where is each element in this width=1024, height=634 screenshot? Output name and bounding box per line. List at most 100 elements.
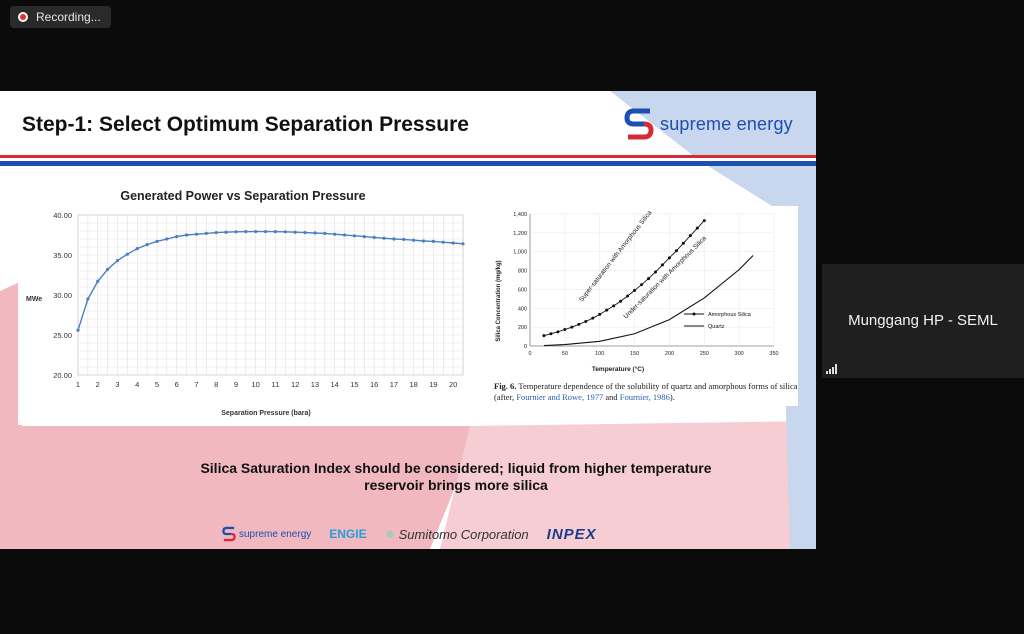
amorphous-silica-point [556, 330, 560, 334]
data-point [333, 232, 337, 236]
record-icon [18, 12, 28, 22]
data-point [145, 243, 149, 247]
data-point [412, 238, 416, 242]
partner-engie: ENGIE [329, 527, 367, 541]
x-tick-label: 7 [194, 380, 198, 389]
y-tick-label: 800 [518, 269, 527, 275]
participant-tile[interactable]: Munggang HP - SEML [822, 264, 1024, 378]
note-line-1: Silica Saturation Index should be consid… [200, 460, 712, 476]
x-tick-label: 6 [175, 380, 179, 389]
amorphous-silica-point [647, 277, 651, 281]
data-point [244, 230, 248, 234]
y-tick-label: 0 [524, 344, 527, 350]
header-stripe-white [0, 158, 816, 161]
x-tick-label: 3 [115, 380, 119, 389]
power-chart-panel: Generated Power vs Separation Pressure M… [18, 185, 473, 425]
data-point [421, 239, 426, 243]
partner-supreme-name: supreme energy [239, 528, 312, 540]
data-point [86, 297, 90, 301]
x-tick-label: 150 [630, 351, 639, 357]
amorphous-silica-point [633, 288, 637, 292]
data-point [283, 230, 287, 234]
supreme-energy-logo: supreme energy [624, 107, 793, 141]
amorphous-silica-point [570, 325, 574, 329]
data-point [303, 231, 307, 235]
partner-logos: supreme energy ENGIE Sumitomo Corporatio… [222, 521, 662, 547]
x-tick-label: 250 [700, 351, 709, 357]
x-tick-label: 9 [234, 380, 238, 389]
slide-note: Silica Saturation Index should be consid… [150, 460, 762, 494]
data-point [461, 242, 465, 246]
x-tick-label: 17 [390, 380, 398, 389]
data-point [402, 237, 406, 241]
signal-strength-icon [826, 364, 837, 374]
y-tick-label: 400 [518, 306, 527, 312]
header-stripe-red [0, 155, 816, 158]
amorphous-silica-point [653, 270, 657, 274]
data-point [431, 239, 435, 243]
data-point [382, 236, 386, 240]
x-tick-label: 200 [665, 351, 674, 357]
shared-slide: Step-1: Select Optimum Separation Pressu… [0, 91, 816, 549]
data-point [175, 235, 179, 239]
data-point [293, 230, 297, 234]
amorphous-silica-point [674, 249, 678, 253]
caption-fig-label: Fig. 6. [494, 381, 517, 391]
quartz-line [543, 255, 754, 347]
chart-title: Generated Power vs Separation Pressure [120, 189, 365, 203]
supreme-energy-small-icon [222, 526, 236, 542]
amorphous-silica-point [619, 299, 623, 303]
amorphous-silica-point [612, 304, 616, 308]
data-point [254, 229, 258, 234]
annotation-supersaturation: Super-saturation with Amorphous Silica [578, 209, 654, 303]
data-point [273, 230, 278, 234]
data-point [96, 279, 100, 283]
participant-name: Munggang HP - SEML [848, 312, 998, 329]
x-tick-label: 2 [96, 380, 100, 389]
amorphous-silica-point [702, 219, 706, 223]
y-tick-label: 600 [518, 287, 527, 293]
x-tick-label: 16 [370, 380, 378, 389]
header-stripe-blue [0, 161, 816, 166]
x-axis-label: Temperature (°C) [592, 365, 644, 373]
supreme-energy-mark-icon [624, 108, 654, 140]
figure-caption: Fig. 6. Temperature dependence of the so… [494, 381, 804, 403]
data-point [372, 235, 376, 239]
data-point [214, 231, 218, 235]
partner-sumitomo-name: Sumitomo Corporation [398, 526, 529, 542]
amorphous-silica-point [598, 312, 602, 316]
partner-supreme: supreme energy [222, 526, 311, 542]
amorphous-silica-point [549, 332, 553, 336]
note-line-2: reservoir brings more silica [364, 477, 548, 493]
data-point [234, 230, 238, 234]
amorphous-silica-point [688, 234, 692, 238]
legend-label-quartz: Quartz [708, 324, 725, 330]
x-tick-label: 20 [449, 380, 457, 389]
x-tick-label: 15 [350, 380, 358, 389]
y-axis-label: MWe [26, 296, 42, 303]
x-tick-label: 18 [409, 380, 417, 389]
data-point [165, 237, 169, 241]
x-tick-label: 11 [272, 380, 280, 389]
x-tick-label: 19 [429, 380, 437, 389]
data-point [155, 239, 159, 243]
y-tick-label: 1,000 [513, 250, 527, 256]
silica-figure-panel: Silica Concentration (mg/kg) Temperature… [488, 206, 798, 406]
data-point [115, 259, 120, 263]
y-tick-label: 200 [518, 325, 527, 331]
x-axis-label: Separation Pressure (bara) [221, 410, 310, 417]
x-tick-label: 50 [562, 351, 568, 357]
slide-background [0, 91, 816, 549]
y-tick-label: 1,200 [513, 231, 527, 237]
y-tick-label: 1,400 [513, 212, 527, 218]
recording-indicator[interactable]: Recording... [10, 6, 111, 28]
legend-marker-amorphous [692, 312, 696, 316]
x-tick-label: 8 [214, 380, 218, 389]
y-axis-label: Silica Concentration (mg/kg) [496, 260, 502, 341]
x-tick-label: 10 [252, 380, 260, 389]
x-tick-label: 13 [311, 380, 319, 389]
partner-sumitomo: Sumitomo Corporation [385, 527, 529, 542]
amorphous-silica-point [695, 226, 699, 230]
caption-ref-1: Fournier and Rowe, 1977 [516, 392, 604, 402]
data-point [451, 241, 455, 245]
